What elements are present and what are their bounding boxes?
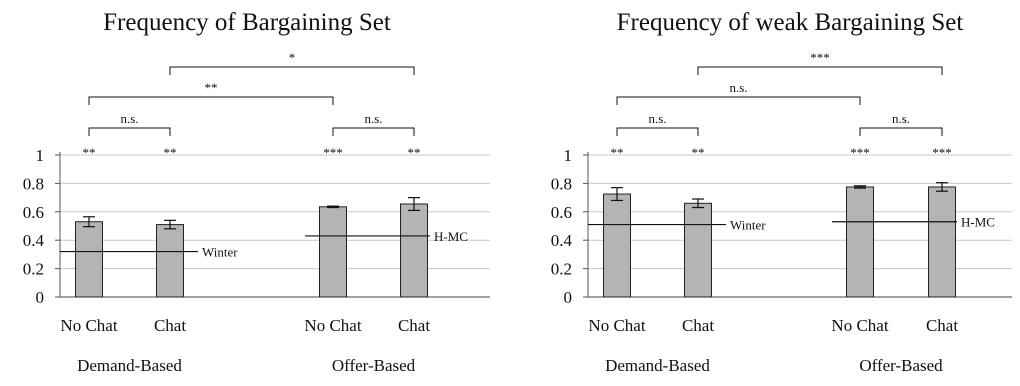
y-tick-label: 0.2 bbox=[23, 260, 44, 279]
x-tick-label: Chat bbox=[926, 316, 958, 335]
group-label: Demand-Based bbox=[605, 356, 710, 375]
significance-bracket-label: n.s. bbox=[364, 111, 382, 126]
bar bbox=[319, 206, 347, 298]
bar bbox=[603, 193, 631, 298]
bar-significance-label: *** bbox=[850, 145, 870, 160]
bar-significance-label: *** bbox=[932, 145, 952, 160]
significance-bracket-label: n.s. bbox=[892, 111, 910, 126]
significance-bracket-label: n.s. bbox=[648, 111, 666, 126]
y-tick-label: 0.6 bbox=[551, 203, 572, 222]
significance-bracket bbox=[616, 96, 861, 105]
y-tick-label: 0.4 bbox=[551, 231, 573, 250]
significance-bracket-label: n.s. bbox=[120, 111, 138, 126]
y-tick-label: 1 bbox=[564, 146, 573, 165]
bar-significance-label: ** bbox=[692, 145, 705, 160]
bar bbox=[928, 186, 956, 298]
bar bbox=[684, 202, 712, 298]
bar-significance-label: ** bbox=[83, 145, 96, 160]
y-tick-label: 0.8 bbox=[23, 174, 44, 193]
significance-bracket bbox=[169, 66, 415, 75]
bar bbox=[75, 221, 103, 298]
reference-line-label: Winter bbox=[730, 218, 766, 233]
significance-bracket-label: n.s. bbox=[729, 80, 747, 95]
chart-title: Frequency of Bargaining Set bbox=[103, 9, 391, 36]
bar-significance-label: *** bbox=[323, 145, 343, 160]
group-label: Offer-Based bbox=[859, 356, 943, 375]
bar bbox=[846, 186, 874, 298]
x-tick-label: No Chat bbox=[588, 316, 645, 335]
significance-bracket-label: *** bbox=[810, 50, 830, 65]
bar-significance-label: ** bbox=[164, 145, 177, 160]
chart-title: Frequency of weak Bargaining Set bbox=[617, 9, 964, 36]
reference-line-label: H-MC bbox=[434, 229, 468, 244]
significance-bracket bbox=[616, 127, 699, 136]
significance-bracket bbox=[859, 127, 943, 136]
significance-bracket bbox=[88, 127, 171, 136]
y-tick-label: 1 bbox=[36, 146, 45, 165]
significance-bracket-label: ** bbox=[205, 80, 218, 95]
significance-bracket bbox=[332, 127, 415, 136]
bar-significance-label: ** bbox=[408, 145, 421, 160]
significance-bracket bbox=[697, 66, 943, 75]
chart-1: Frequency of Bargaining Set 0 0.2 0.4 0.6 0.8… bbox=[23, 9, 490, 375]
chart-2: Frequency of weak Bargaining Set 0 0.2 0.4 0… bbox=[551, 9, 1012, 375]
y-tick-label: 0 bbox=[564, 288, 573, 307]
significance-bracket bbox=[88, 96, 334, 105]
reference-line-label: H-MC bbox=[961, 215, 995, 230]
group-label: Demand-Based bbox=[77, 356, 182, 375]
x-tick-label: No Chat bbox=[831, 316, 888, 335]
bar bbox=[400, 203, 428, 298]
x-tick-label: Chat bbox=[682, 316, 714, 335]
x-tick-label: No Chat bbox=[60, 316, 117, 335]
x-tick-label: Chat bbox=[154, 316, 186, 335]
y-tick-label: 0.4 bbox=[23, 231, 45, 250]
x-tick-label: No Chat bbox=[304, 316, 361, 335]
reference-line-label: Winter bbox=[202, 245, 238, 260]
y-tick-label: 0.6 bbox=[23, 203, 44, 222]
y-tick-label: 0 bbox=[36, 288, 45, 307]
bar-significance-label: ** bbox=[611, 145, 624, 160]
y-tick-label: 0.8 bbox=[551, 174, 572, 193]
significance-bracket-label: * bbox=[289, 50, 296, 65]
x-tick-label: Chat bbox=[398, 316, 430, 335]
group-label: Offer-Based bbox=[332, 356, 416, 375]
bar bbox=[156, 224, 184, 298]
y-tick-label: 0.2 bbox=[551, 260, 572, 279]
